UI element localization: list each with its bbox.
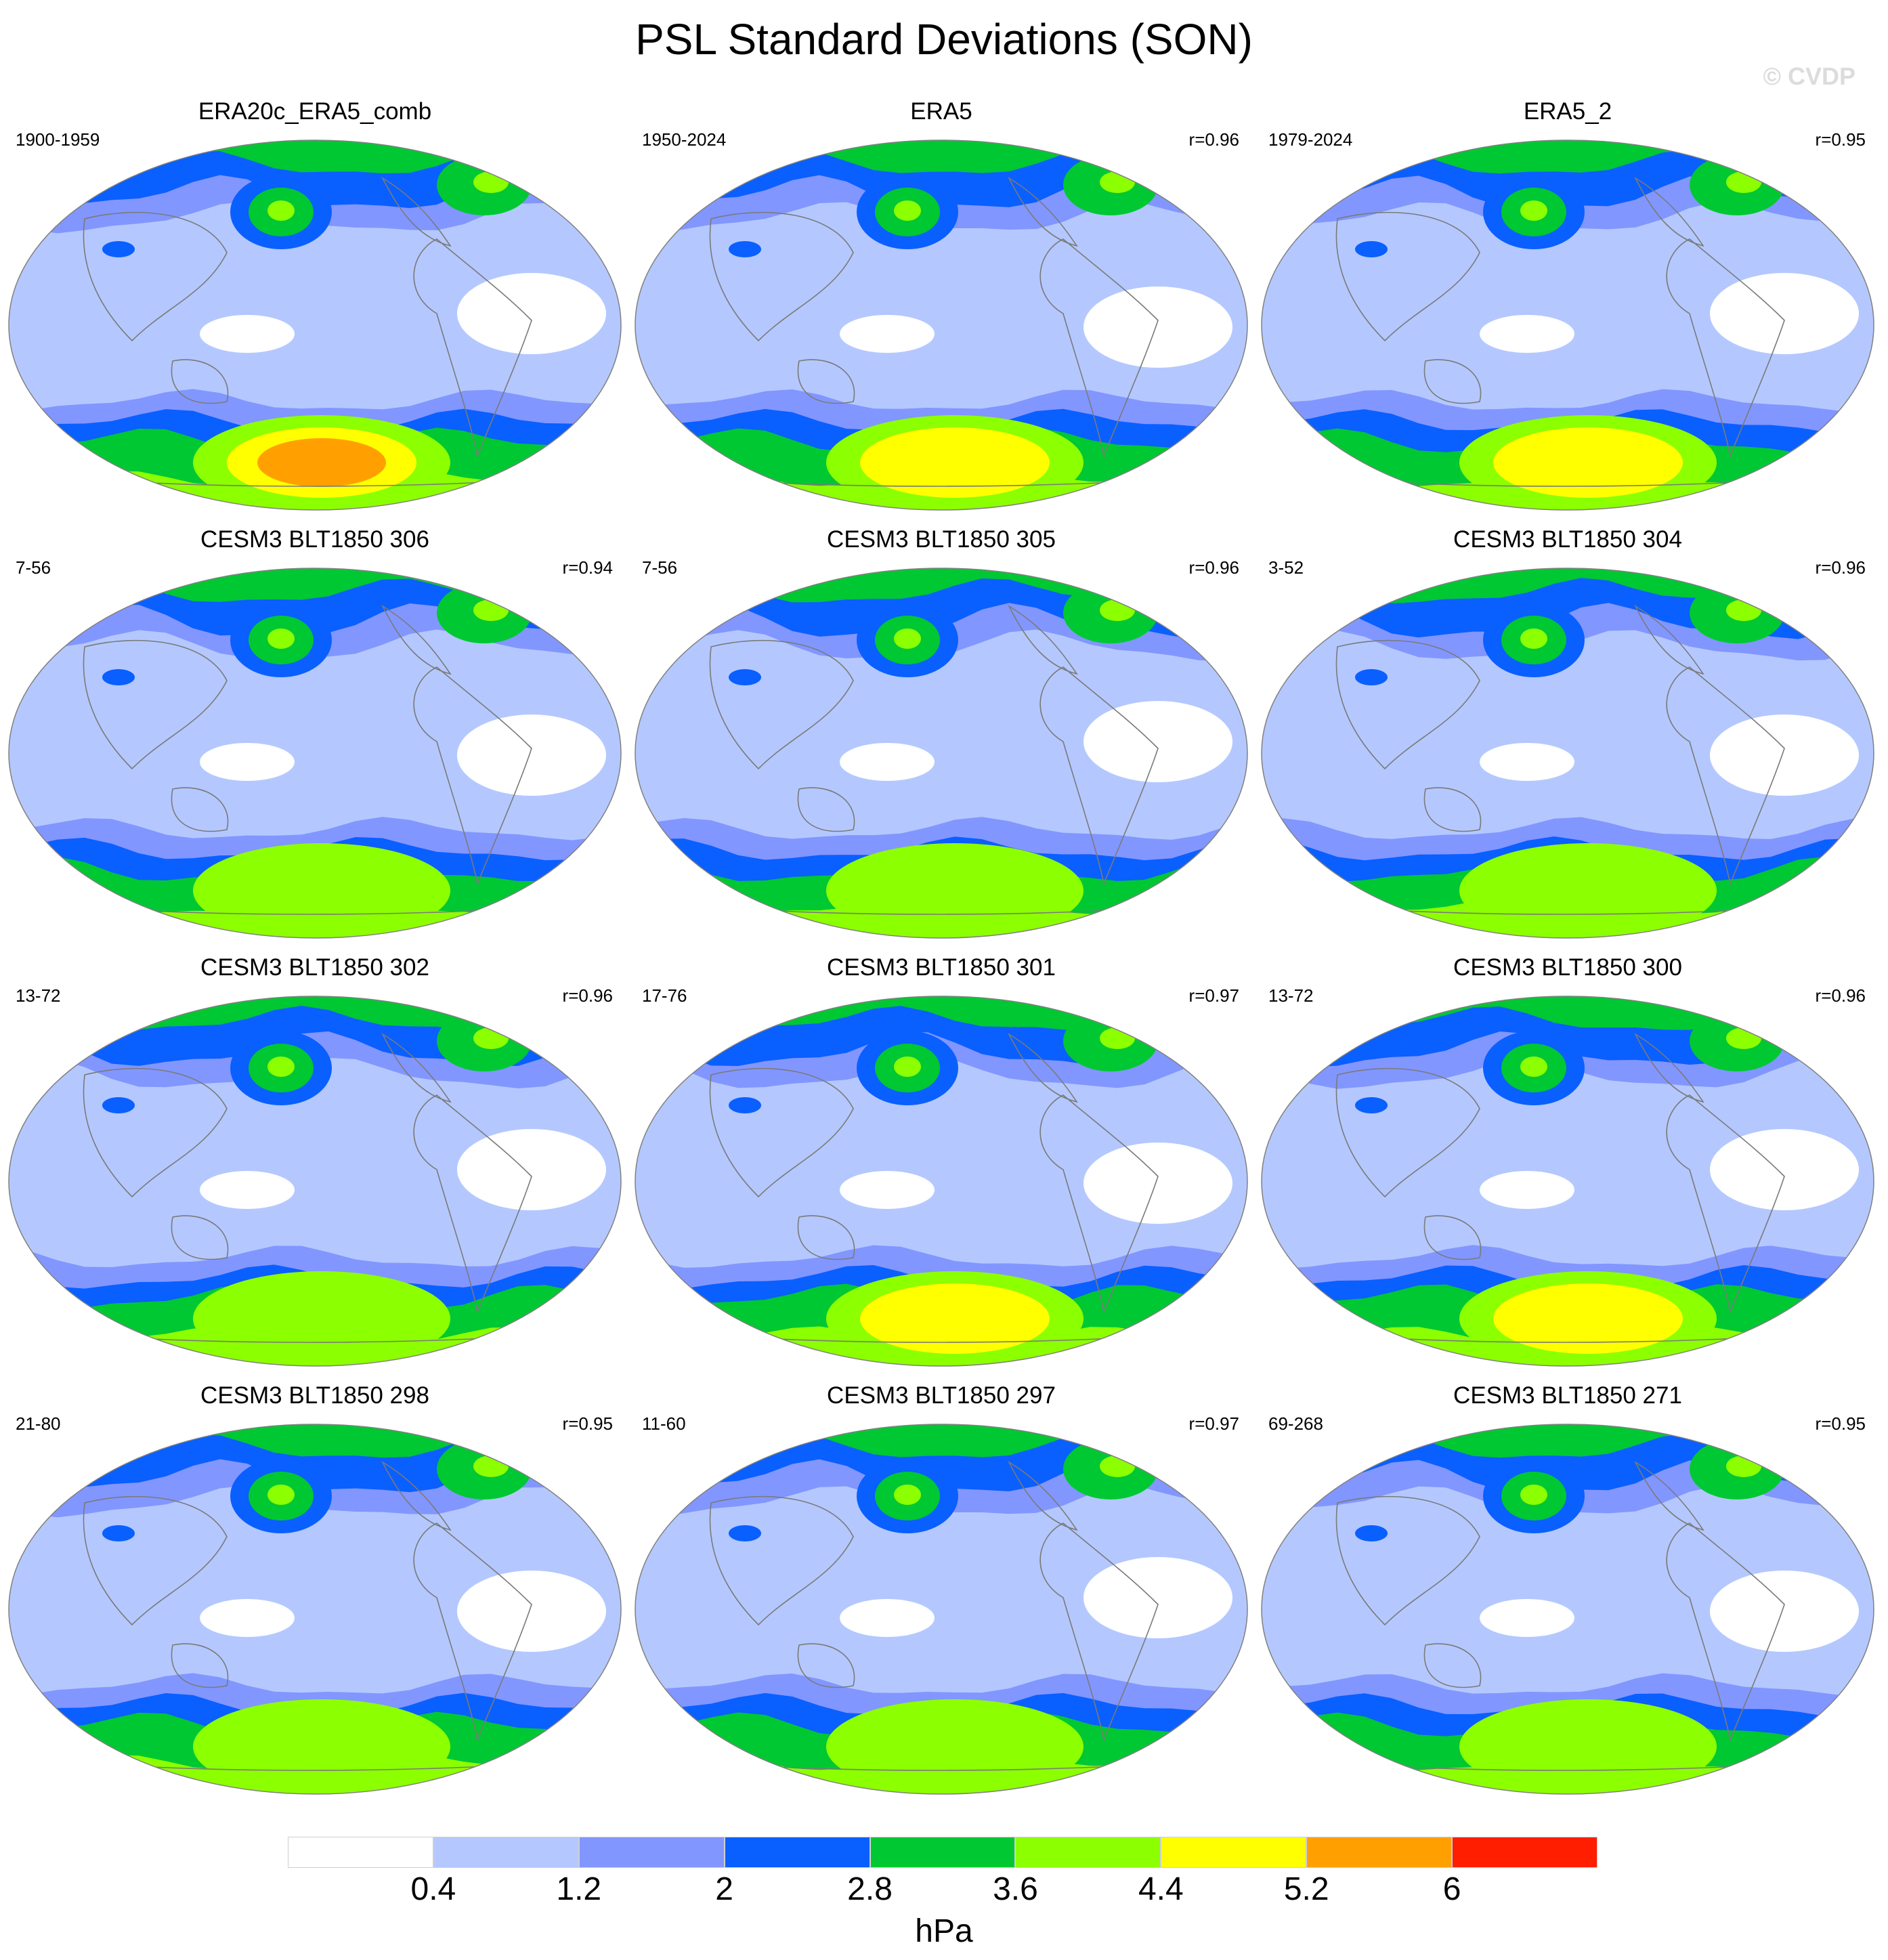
panel-title: CESM3 BLT1850 305 (827, 526, 1056, 553)
panel-title: CESM3 BLT1850 301 (827, 954, 1056, 981)
colorbar-tick-label: 6 (1442, 1871, 1461, 1907)
panel-years: 1950-2024 (642, 129, 727, 150)
panel-correlation: r=0.96 (1188, 129, 1239, 150)
map-panel: CESM3 BLT1850 306 7-56 r=0.94 (3, 525, 626, 939)
map-panel: ERA5 1950-2024 r=0.96 (630, 97, 1253, 511)
panel-years: 7-56 (642, 557, 678, 578)
robinson-map (1261, 568, 1874, 939)
panel-correlation: r=0.96 (1188, 557, 1239, 578)
panel-years: 69-268 (1268, 1413, 1323, 1434)
page-title: PSL Standard Deviations (SON) (635, 15, 1253, 64)
map-panel: CESM3 BLT1850 302 13-72 r=0.96 (3, 953, 626, 1367)
colorbar-units: hPa (915, 1913, 973, 1949)
map-panel: CESM3 BLT1850 300 13-72 r=0.96 (1256, 953, 1879, 1367)
map-panel: CESM3 BLT1850 297 11-60 r=0.97 (630, 1381, 1253, 1795)
colorbar-tick-label: 4.4 (1138, 1871, 1184, 1907)
panel-title: CESM3 BLT1850 300 (1453, 954, 1682, 981)
colorbar-box (1306, 1837, 1453, 1868)
robinson-map (8, 140, 622, 511)
robinson-map (635, 1424, 1248, 1795)
map-panel: CESM3 BLT1850 298 21-80 r=0.95 (3, 1381, 626, 1795)
panel-years: 3-52 (1268, 557, 1304, 578)
colorbar-box (724, 1837, 870, 1868)
colorbar-tick-label: 2 (715, 1871, 733, 1907)
colorbar-tick-label: 2.8 (847, 1871, 893, 1907)
robinson-map (8, 996, 622, 1367)
panel-years: 21-80 (16, 1413, 61, 1434)
colorbar-box (433, 1837, 579, 1868)
robinson-map (8, 1424, 622, 1795)
panel-years: 1979-2024 (1268, 129, 1353, 150)
colorbar-tick-label: 3.6 (993, 1871, 1038, 1907)
map-panel: CESM3 BLT1850 305 7-56 r=0.96 (630, 525, 1253, 939)
colorbar-tick-label: 1.2 (556, 1871, 602, 1907)
panel-correlation: r=0.95 (1815, 129, 1866, 150)
panel-years: 13-72 (16, 985, 61, 1006)
panel-correlation: r=0.97 (1188, 985, 1239, 1006)
robinson-map (1261, 1424, 1874, 1795)
map-panel: ERA5_2 1979-2024 r=0.95 (1256, 97, 1879, 511)
panel-title: CESM3 BLT1850 297 (827, 1382, 1056, 1409)
robinson-map (635, 140, 1248, 511)
colorbar-box (578, 1837, 725, 1868)
colorbar-box (870, 1837, 1016, 1868)
panel-correlation: r=0.95 (562, 1413, 613, 1434)
map-panel: CESM3 BLT1850 271 69-268 r=0.95 (1256, 1381, 1879, 1795)
robinson-map (1261, 140, 1874, 511)
robinson-map (1261, 996, 1874, 1367)
robinson-map (635, 568, 1248, 939)
robinson-map (635, 996, 1248, 1367)
colorbar-box (1452, 1837, 1597, 1868)
panel-correlation: r=0.95 (1815, 1413, 1866, 1434)
watermark: © CVDP (1763, 62, 1855, 90)
panel-title: CESM3 BLT1850 302 (200, 954, 429, 981)
panel-correlation: r=0.96 (1815, 557, 1866, 578)
panel-correlation: r=0.96 (1815, 985, 1866, 1006)
panel-title: CESM3 BLT1850 306 (200, 526, 429, 553)
panel-correlation: r=0.96 (562, 985, 613, 1006)
map-panel: CESM3 BLT1850 304 3-52 r=0.96 (1256, 525, 1879, 939)
panel-years: 7-56 (16, 557, 51, 578)
panel-years: 11-60 (642, 1413, 686, 1434)
map-panel: ERA20c_ERA5_comb 1900-1959 (3, 97, 626, 511)
panel-years: 1900-1959 (16, 129, 100, 150)
robinson-map (8, 568, 622, 939)
panel-years: 13-72 (1268, 985, 1314, 1006)
colorbar-box (288, 1837, 433, 1868)
panel-title: ERA5 (910, 98, 972, 125)
panel-title: ERA5_2 (1523, 98, 1612, 125)
colorbar-box (1015, 1837, 1161, 1868)
colorbar (288, 1837, 1597, 1868)
panel-title: CESM3 BLT1850 271 (1453, 1382, 1682, 1409)
colorbar-tick-label: 5.2 (1283, 1871, 1329, 1907)
panel-correlation: r=0.94 (562, 557, 613, 578)
colorbar-tick-label: 0.4 (410, 1871, 456, 1907)
panel-title: CESM3 BLT1850 304 (1453, 526, 1682, 553)
panel-years: 17-76 (642, 985, 687, 1006)
panel-correlation: r=0.97 (1188, 1413, 1239, 1434)
panel-title: CESM3 BLT1850 298 (200, 1382, 429, 1409)
colorbar-box (1161, 1837, 1307, 1868)
map-panel: CESM3 BLT1850 301 17-76 r=0.97 (630, 953, 1253, 1367)
panel-title: ERA20c_ERA5_comb (198, 98, 432, 125)
